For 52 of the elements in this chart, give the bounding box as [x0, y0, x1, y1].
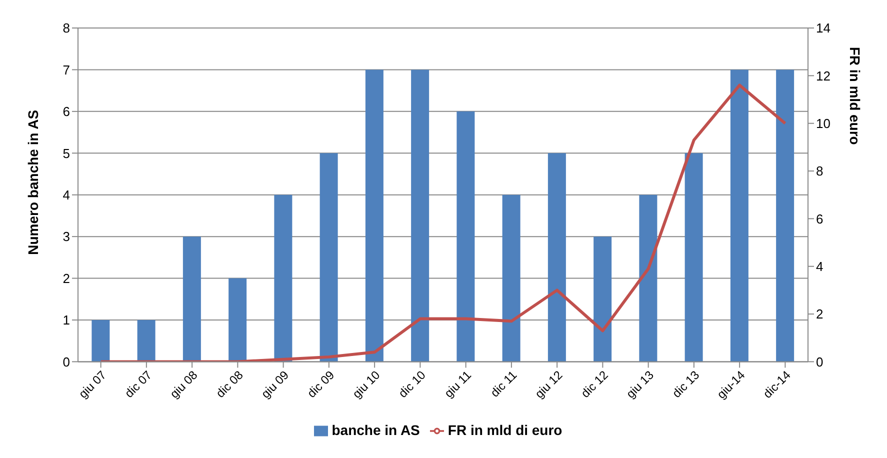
- y2-tick-label: 6: [816, 211, 824, 226]
- y2-tick-label: 4: [816, 258, 824, 274]
- x-tick-label: giu 09: [258, 368, 292, 401]
- y2-tick-label: 8: [816, 164, 824, 179]
- x-tick-label: giu 08: [167, 368, 200, 401]
- y2-tick-label: 12: [816, 68, 830, 84]
- bar: [274, 194, 292, 362]
- bar: [228, 278, 247, 362]
- y2-tick-label: 2: [816, 306, 824, 322]
- y2-tick-label: 14: [816, 20, 830, 36]
- bar: [548, 153, 566, 362]
- bar: [365, 70, 384, 362]
- bar: [411, 70, 430, 362]
- legend-label: FR in mld di euro: [448, 422, 562, 438]
- y-axis-title: Numero banche in AS: [24, 110, 41, 255]
- y-tick-label: 4: [62, 187, 70, 202]
- y-tick-label: 7: [62, 62, 70, 78]
- x-tick-label: dic 08: [213, 368, 246, 400]
- y2-tick-label: 0: [816, 354, 824, 370]
- x-tick-label: dic 12: [578, 368, 612, 400]
- y-tick-label: 1: [62, 312, 70, 328]
- x-tick-label: giu 12: [532, 368, 566, 401]
- bar: [594, 236, 612, 362]
- x-tick-label: giu 13: [623, 368, 657, 401]
- bar: [684, 153, 703, 362]
- bar: [639, 194, 658, 362]
- y2-axis-title: FR in mld euro: [847, 46, 864, 145]
- y-tick-label: 6: [62, 104, 70, 120]
- x-tick-label: dic 10: [396, 368, 429, 400]
- y-tick-label: 8: [62, 20, 70, 36]
- bar: [456, 111, 475, 362]
- x-tick-label: dic 09: [304, 368, 338, 400]
- bar: [92, 320, 110, 362]
- x-tick-label: dic 07: [122, 368, 155, 400]
- bar: [776, 70, 794, 362]
- y-tick-label: 5: [62, 146, 70, 161]
- x-tick-label: dic 13: [670, 368, 702, 400]
- x-tick-label: giu 07: [76, 368, 110, 401]
- x-tick-label: giu 10: [350, 368, 383, 401]
- bar: [182, 236, 201, 362]
- y2-tick-label: 10: [816, 116, 830, 131]
- y-tick-label: 3: [62, 229, 70, 244]
- bar: [502, 194, 520, 362]
- bar: [730, 70, 748, 362]
- bar: [320, 153, 338, 362]
- line-series: [99, 84, 787, 362]
- legend-label: banche in AS: [332, 422, 420, 438]
- bar: [137, 320, 156, 362]
- y-tick-label: 0: [62, 354, 70, 370]
- y-tick-label: 2: [62, 270, 70, 286]
- x-tick-label: dic 11: [488, 368, 520, 400]
- x-tick-label: giu 11: [442, 368, 474, 400]
